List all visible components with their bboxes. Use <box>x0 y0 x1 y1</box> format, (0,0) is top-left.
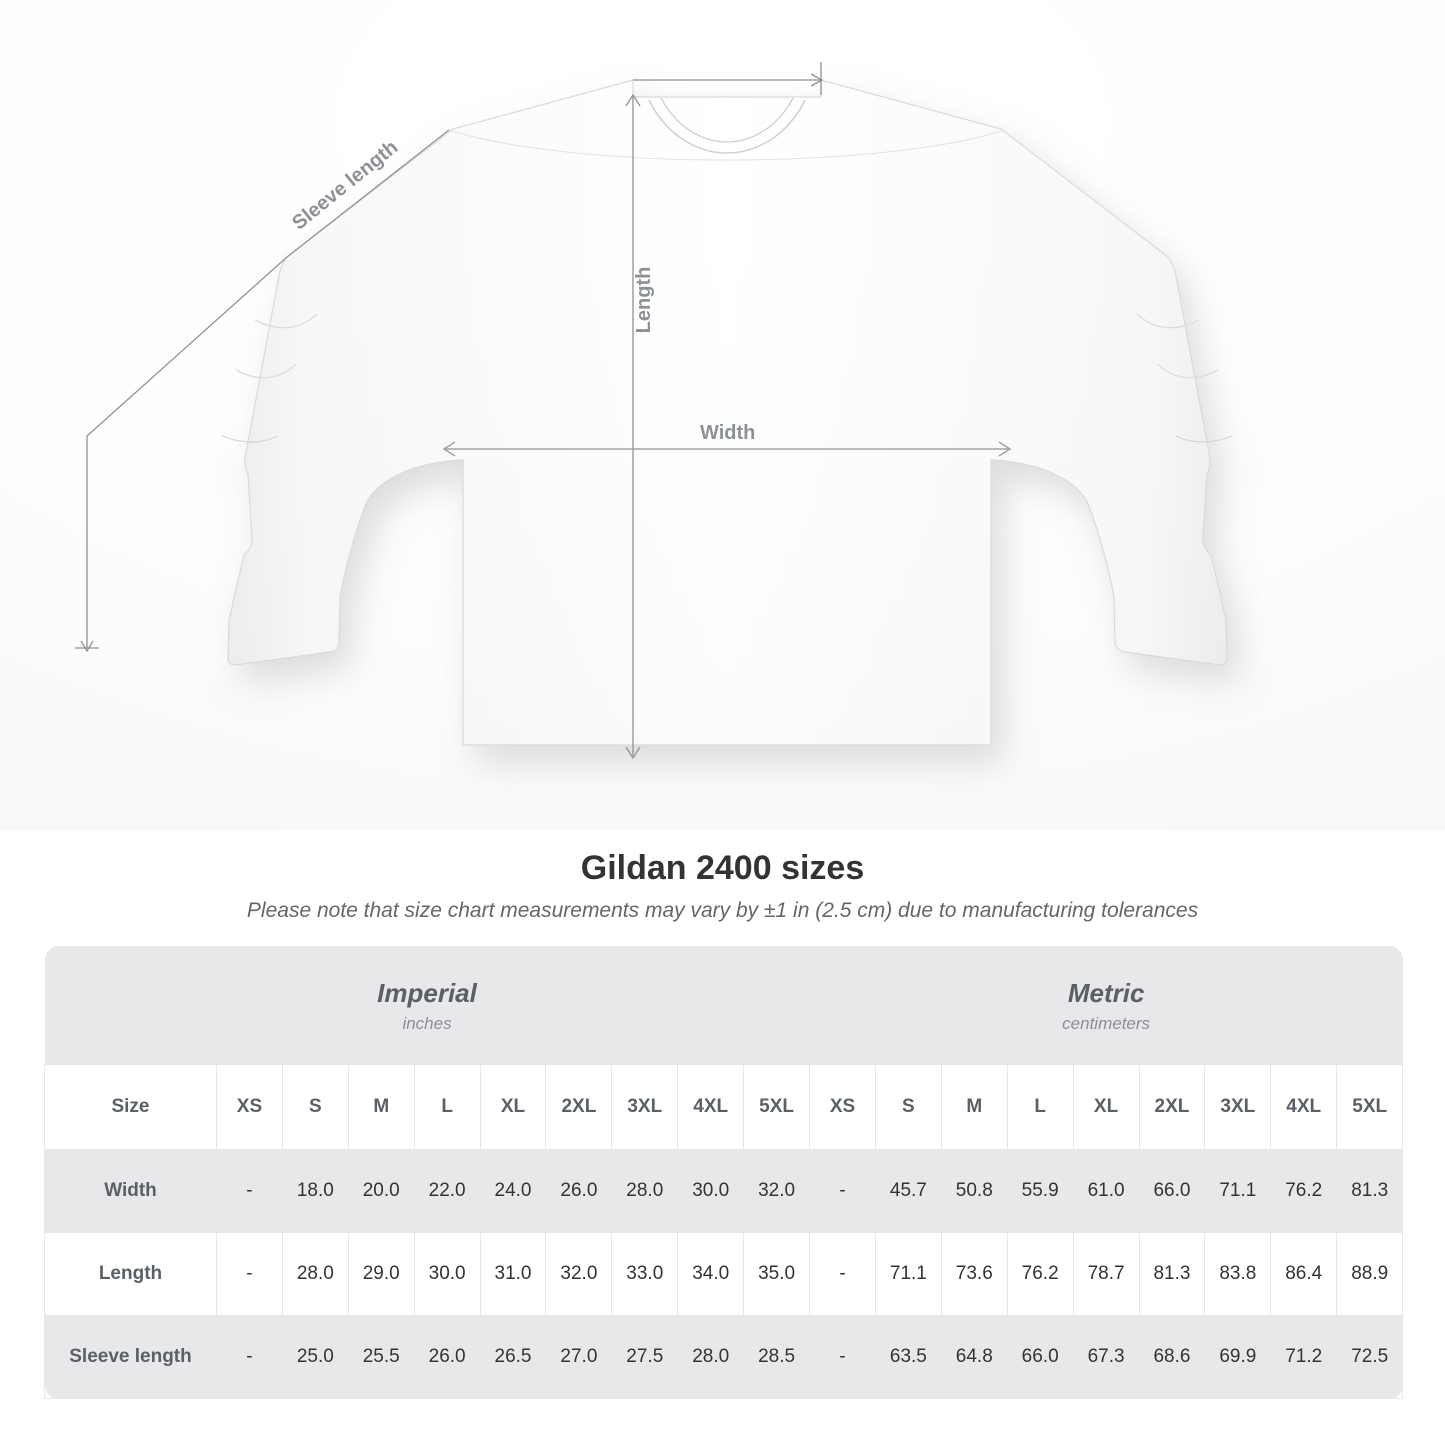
svg-text:Length: Length <box>633 267 655 334</box>
svg-text:Width: Width <box>700 422 755 444</box>
